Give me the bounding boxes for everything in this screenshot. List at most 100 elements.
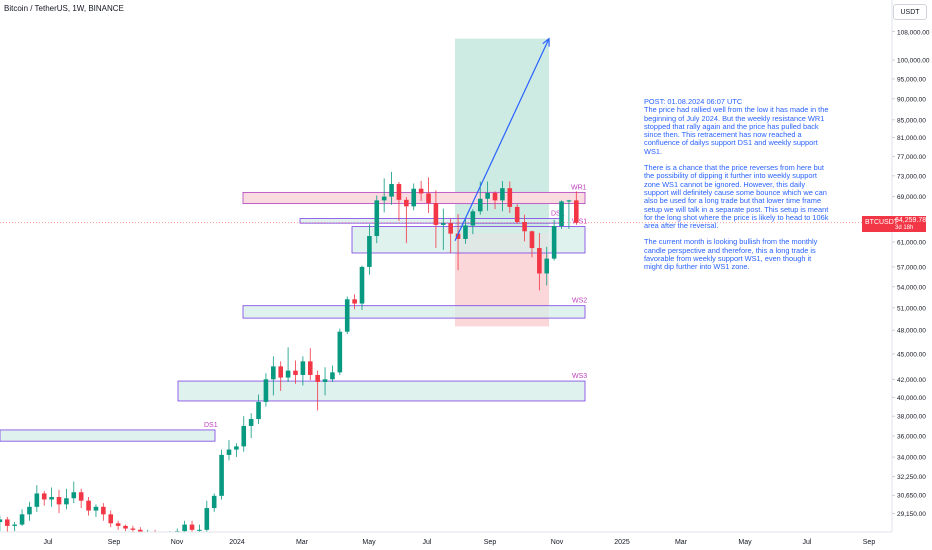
y-tick-label: 69,000.00 (897, 194, 926, 201)
candle-body (433, 203, 439, 225)
candle-body (522, 222, 527, 232)
zone-box (242, 305, 586, 319)
x-tick-label: Nov (551, 539, 564, 546)
x-tick-label: 2024 (229, 539, 245, 546)
candle-body (574, 200, 579, 223)
candle-body (514, 206, 520, 223)
y-tick-label: 34,000.00 (897, 455, 926, 462)
zone-label: DS1 (204, 422, 218, 429)
candle-body (477, 198, 483, 212)
candle-body (293, 370, 298, 375)
y-tick-label: 40,000.00 (897, 395, 926, 402)
x-tick-label: Jul (44, 539, 53, 546)
candle-body (448, 223, 453, 234)
candles (0, 171, 579, 548)
candle-body (34, 493, 40, 507)
candle-body (263, 379, 269, 402)
x-tick-label: Jul (423, 539, 432, 546)
x-tick-label: Nov (171, 539, 184, 546)
candle-body (101, 506, 106, 515)
candle-body (426, 193, 431, 204)
candle-body (234, 446, 239, 450)
candle-body (41, 493, 47, 500)
candle-body (315, 374, 320, 382)
candle-body (56, 497, 62, 505)
zone-label: WS2 (572, 298, 587, 305)
candle-body (507, 188, 513, 207)
support-resistance-zones: WR1 DS1 WS1 WS2 WS3 DS1 (0, 184, 587, 442)
y-tick-label: 29,150.00 (897, 511, 926, 518)
y-tick-label: 45,000.00 (897, 351, 926, 358)
y-tick-label: 48,000.00 (897, 328, 926, 335)
candle-body (492, 192, 498, 201)
candle-body (470, 211, 476, 226)
y-tick-label: 100,000.00 (897, 58, 930, 65)
y-tick-label: 32,250.00 (897, 474, 926, 481)
candle-body (219, 454, 224, 496)
candle-body (367, 235, 372, 267)
candle-body (389, 184, 394, 197)
note-paragraph: There is a chance that the price reverse… (644, 163, 829, 231)
note-paragraph: The current month is looking bullish fro… (644, 237, 818, 272)
y-tick-label: 57,000.00 (897, 264, 926, 271)
candle-body (211, 495, 217, 509)
candle-body (71, 492, 77, 499)
candle-body (440, 223, 446, 225)
y-tick-label: 38,000.00 (897, 414, 926, 421)
y-tick-label: 108,000.00 (897, 29, 930, 36)
candle-body (115, 523, 121, 526)
zone-box (0, 429, 216, 442)
candle-body (352, 299, 357, 304)
candle-body (64, 498, 69, 505)
price-axis-background (892, 0, 932, 550)
candle-body (19, 514, 25, 525)
candle-body (278, 366, 284, 378)
projection-arrow (454, 38, 550, 242)
candle-body (559, 201, 564, 227)
y-tick-label: 95,000.00 (897, 76, 926, 83)
candle-body (285, 370, 291, 378)
y-tick-label: 30,650.00 (897, 493, 926, 500)
candle-body (485, 192, 490, 199)
candle-body (537, 248, 542, 274)
price-tag-value: 64,259.78 (895, 217, 927, 224)
candle-body (241, 425, 247, 447)
candle-body (529, 231, 535, 249)
y-tick-label: 61,000.00 (897, 239, 926, 246)
symbol-title: Bitcoin / TetherUS, 1W, BINANCE (4, 4, 124, 13)
candle-body (197, 529, 202, 531)
candle-body (359, 266, 365, 304)
zone-box (177, 380, 586, 402)
candle-body (49, 497, 54, 500)
y-tick-label: 90,000.00 (897, 96, 926, 103)
candle-body (374, 200, 380, 236)
x-tick-label: Sep (863, 539, 876, 546)
candle-body (27, 506, 32, 515)
candle-body (189, 524, 195, 530)
y-tick-label: 73,000.00 (897, 173, 926, 180)
candle-body (455, 233, 461, 239)
candle-body (4, 519, 10, 526)
x-tick-label: May (362, 539, 376, 546)
currency-button[interactable]: USDT (893, 4, 927, 20)
candle-body (307, 361, 313, 375)
candle-body (463, 225, 468, 239)
x-tick-label: Mar (675, 539, 688, 546)
price-tag-countdown: 3d 18h (895, 225, 914, 231)
candle-body (182, 524, 187, 532)
zone-label: WS3 (572, 373, 587, 380)
candle-body (271, 366, 276, 380)
candle-body (12, 524, 17, 526)
y-tick-label: 54,000.00 (897, 284, 926, 291)
candle-body (411, 188, 417, 207)
candle-body (300, 361, 306, 375)
x-tick-label: Sep (108, 539, 121, 546)
candle-body (500, 188, 505, 201)
time-axis-background (0, 532, 892, 550)
note-paragraph: POST: 01.08.2024 06:07 UTC The price had… (644, 97, 829, 156)
candle-body (248, 419, 254, 426)
price-tag-symbol: BTCUSDT (865, 219, 899, 226)
